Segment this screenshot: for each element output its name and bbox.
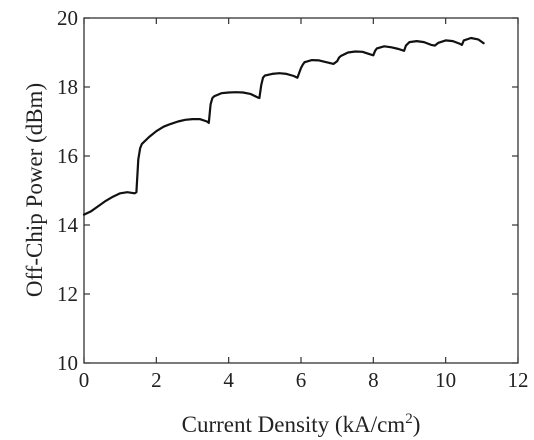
tick-labels: 0 2 4 6 8 10 12 10 12 14 16 18 20 (57, 6, 529, 392)
x-axis-label-superscript: 2 (405, 411, 413, 427)
x-tick-label: 2 (151, 368, 162, 392)
y-tick-label: 12 (57, 282, 78, 306)
x-tick-label: 10 (435, 368, 456, 392)
plot-area (83, 17, 519, 364)
x-tick-label: 8 (368, 368, 379, 392)
y-tick-label: 10 (57, 351, 78, 375)
tick-marks (83, 17, 519, 364)
x-tick-label: 6 (296, 368, 307, 392)
x-axis-label-text: Current Density (kA/cm (182, 412, 406, 437)
x-tick-label: 0 (79, 368, 90, 392)
y-tick-label: 16 (57, 144, 78, 168)
x-axis-label: Current Density (kA/cm2) (182, 411, 421, 437)
x-tick-label: 4 (223, 368, 234, 392)
series-line (82, 36, 485, 216)
x-axis-label-suffix: ) (413, 412, 421, 437)
y-axis-label: Off-Chip Power (dBm) (22, 83, 47, 297)
y-tick-label: 18 (57, 75, 78, 99)
y-tick-label: 14 (57, 213, 79, 237)
x-tick-label: 12 (508, 368, 529, 392)
y-tick-label: 20 (57, 6, 78, 30)
